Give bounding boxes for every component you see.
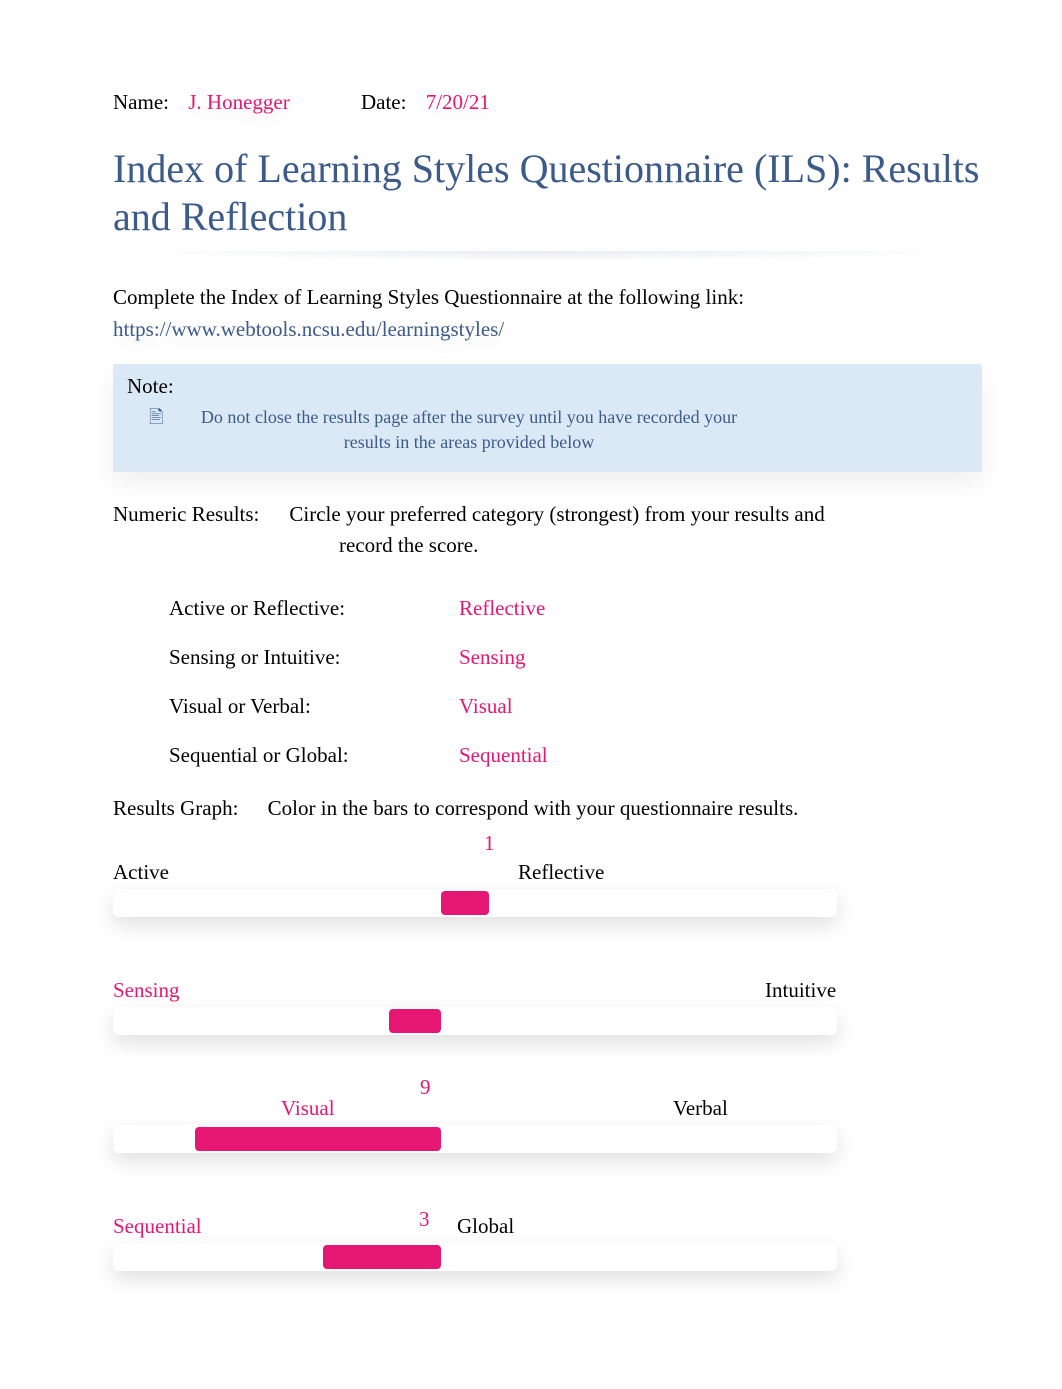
note-list: Do not close the results page after the … xyxy=(127,405,968,454)
bar-track xyxy=(113,1125,837,1153)
bar-left-label: Sequential xyxy=(113,1214,202,1239)
numeric-results-label: Numeric Results: xyxy=(113,502,259,527)
intro-text: Complete the Index of Learning Styles Qu… xyxy=(113,283,982,311)
bar-right-label: Intuitive xyxy=(765,978,836,1003)
bar-left-label: Sensing xyxy=(113,978,180,1003)
numeric-section: Numeric Results: Circle your preferred c… xyxy=(113,502,982,768)
bar-track xyxy=(113,1243,837,1271)
bar-track xyxy=(113,1007,837,1035)
result-value: Reflective xyxy=(459,596,545,621)
graph-intro: Results Graph: Color in the bars to corr… xyxy=(113,796,982,821)
bar-track xyxy=(113,889,837,917)
header-row: Name: J. Honegger Date: 7/20/21 xyxy=(113,90,982,115)
bars-container: ActiveReflective1SensingIntuitiveVisualV… xyxy=(113,857,982,1271)
name-label: Name: xyxy=(113,90,169,114)
page-title: Index of Learning Styles Questionnaire (… xyxy=(113,145,982,241)
bar-score-number: 1 xyxy=(484,831,495,856)
bar-left-label: Visual xyxy=(281,1096,335,1121)
name-value: J. Honegger xyxy=(182,90,295,114)
date-label: Date: xyxy=(361,90,406,114)
bar-right-label: Global xyxy=(457,1214,514,1239)
bar-group: ActiveReflective1 xyxy=(113,857,982,917)
note-box: Note: Do not close the results page afte… xyxy=(113,364,982,472)
questionnaire-link[interactable]: https://www.webtools.ncsu.edu/learningst… xyxy=(113,317,504,342)
bar-labels: SequentialGlobal3 xyxy=(113,1211,982,1239)
result-label: Active or Reflective: xyxy=(169,596,459,621)
result-row: Sensing or Intuitive: Sensing xyxy=(113,645,982,670)
bar-right-label: Reflective xyxy=(518,860,604,885)
bar-fill xyxy=(323,1245,441,1269)
result-label: Sensing or Intuitive: xyxy=(169,645,459,670)
graph-section: Results Graph: Color in the bars to corr… xyxy=(113,796,982,1271)
date-value: 7/20/21 xyxy=(420,90,496,114)
bar-labels: VisualVerbal9 xyxy=(113,1093,982,1121)
numeric-results-desc-line1: Circle your preferred category (stronges… xyxy=(289,502,824,527)
result-label: Visual or Verbal: xyxy=(169,694,459,719)
note-item: Do not close the results page after the … xyxy=(157,405,757,454)
result-label: Sequential or Global: xyxy=(169,743,459,768)
bar-score-number: 3 xyxy=(419,1207,430,1232)
result-row: Visual or Verbal: Visual xyxy=(113,694,982,719)
bar-labels: ActiveReflective1 xyxy=(113,857,982,885)
bar-left-label: Active xyxy=(113,860,169,885)
results-list: Active or Reflective: Reflective Sensing… xyxy=(113,596,982,768)
bar-score-number: 9 xyxy=(420,1075,431,1100)
bar-fill xyxy=(441,891,489,915)
bar-group: Sensing Intuitive xyxy=(113,975,982,1035)
result-row: Sequential or Global: Sequential xyxy=(113,743,982,768)
result-value: Sequential xyxy=(459,743,548,768)
result-value: Sensing xyxy=(459,645,526,670)
bar-group: VisualVerbal9 xyxy=(113,1093,982,1153)
result-value: Visual xyxy=(459,694,513,719)
note-label: Note: xyxy=(127,374,968,399)
bar-fill xyxy=(389,1009,441,1033)
result-row: Active or Reflective: Reflective xyxy=(113,596,982,621)
results-graph-label: Results Graph: xyxy=(113,796,238,820)
results-graph-desc: Color in the bars to correspond with you… xyxy=(268,796,799,820)
bar-labels: Sensing Intuitive xyxy=(113,975,982,1003)
numeric-results-desc-line2: record the score. xyxy=(113,533,982,558)
bar-group: SequentialGlobal3 xyxy=(113,1211,982,1271)
bar-right-label: Verbal xyxy=(673,1096,728,1121)
bar-fill xyxy=(195,1127,441,1151)
title-divider xyxy=(113,251,982,261)
